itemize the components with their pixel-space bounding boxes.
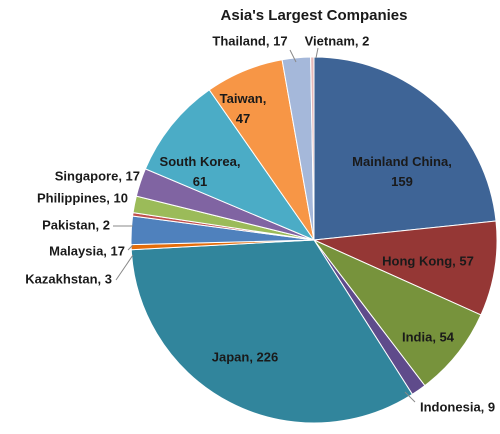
data-label: Hong Kong, 57	[382, 253, 474, 268]
leader-line	[315, 47, 319, 59]
data-label-line: 47	[236, 111, 250, 126]
leader-line	[127, 244, 134, 251]
data-label: South Korea, 61	[160, 154, 241, 189]
leader-line	[404, 391, 416, 403]
data-label: Philippines, 10	[37, 190, 128, 205]
data-label: Vietnam, 2	[305, 33, 370, 48]
data-label-line: South Korea,	[160, 154, 241, 169]
slice	[130, 239, 414, 424]
slice	[312, 220, 498, 316]
data-label-line: Mainland China,	[352, 154, 452, 169]
data-label: Mainland China, 159	[352, 154, 452, 189]
slice	[144, 89, 316, 242]
leader-line	[115, 254, 134, 281]
data-label: Thailand, 17	[212, 33, 287, 48]
leader-line	[289, 49, 297, 63]
data-label: Pakistan, 2	[42, 217, 110, 232]
data-label: Taiwan, 47	[220, 91, 267, 126]
data-label-line: 159	[391, 174, 413, 189]
data-label: India, 54	[402, 329, 455, 344]
data-label: Kazakhstan, 3	[25, 271, 112, 286]
data-label: Japan, 226	[212, 349, 279, 364]
slice	[310, 56, 315, 241]
data-label-line: Taiwan,	[220, 91, 267, 106]
data-label-line: 61	[193, 174, 207, 189]
slice	[313, 56, 497, 241]
data-label: Malaysia, 17	[49, 243, 125, 258]
slice	[313, 239, 482, 387]
data-label: Indonesia, 9	[420, 399, 495, 414]
data-label: Singapore, 17	[55, 168, 140, 183]
chart-title: Asia's Largest Companies	[221, 7, 408, 24]
